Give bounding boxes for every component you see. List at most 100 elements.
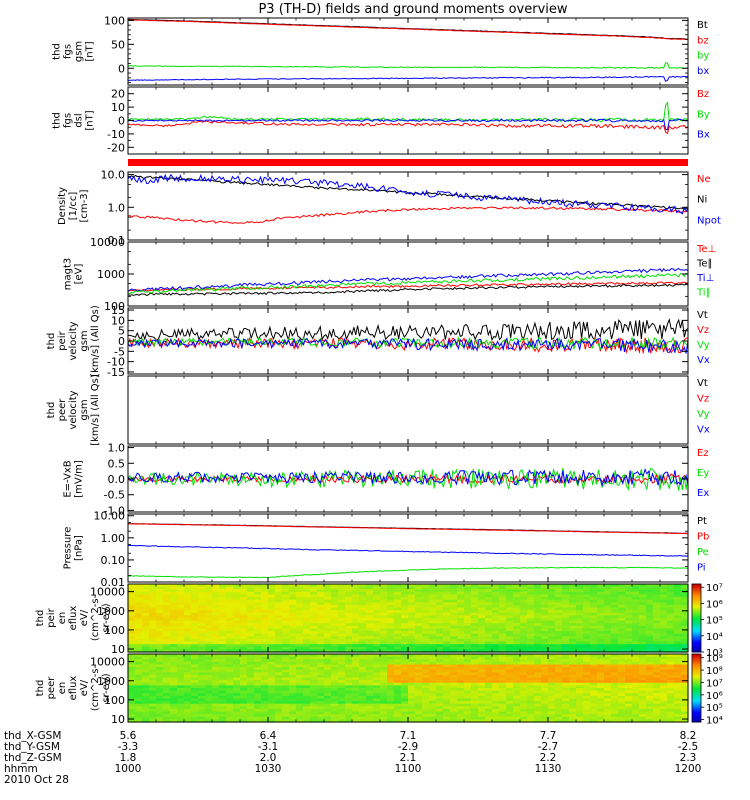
spectrogram-cell: [149, 693, 157, 697]
spectrogram-cell: [674, 677, 682, 681]
spectrogram-cell: [660, 661, 668, 666]
spectrogram-cell: [233, 682, 241, 686]
spectrogram-cell: [149, 659, 157, 663]
spectrogram-cell: [254, 636, 262, 640]
spectrogram-cell: [492, 594, 500, 598]
spectrogram-cell: [289, 584, 297, 588]
spectrogram-cell: [436, 688, 444, 692]
spectrogram-cell: [639, 602, 647, 606]
spectrogram-cell: [247, 677, 255, 681]
spectrogram-cell: [219, 711, 227, 715]
spectrogram-cell: [198, 703, 206, 707]
spectrogram-cell: [576, 716, 584, 720]
spectrogram-cell: [674, 620, 682, 624]
spectrogram-cell: [303, 586, 311, 590]
spectrogram-cell: [604, 706, 612, 710]
spectrogram-cell: [359, 698, 367, 702]
spectrogram-cell: [604, 638, 612, 643]
spectrogram-cell: [135, 714, 143, 718]
spectrogram-cell: [198, 701, 206, 705]
spectrogram-cell: [359, 641, 367, 645]
spectrogram-cell: [177, 610, 185, 614]
spectrogram-cell: [506, 672, 514, 676]
spectrogram-cell: [394, 667, 402, 671]
spectrogram-cell: [338, 646, 346, 650]
spectrogram-cell: [233, 661, 241, 666]
spectrogram-cell: [401, 589, 409, 593]
spectrogram-cell: [506, 638, 514, 643]
spectrogram-cell: [149, 599, 157, 603]
spectrogram-cell: [128, 669, 136, 673]
spectrogram-cell: [471, 719, 479, 723]
spectrogram-cell: [338, 644, 346, 648]
spectrogram-cell: [618, 631, 626, 635]
spectrogram-cell: [520, 693, 528, 697]
spectrogram-cell: [254, 594, 262, 598]
spectrogram-cell: [268, 649, 276, 653]
spectrogram-cell: [184, 669, 192, 673]
y-axis-label: Pressure: [63, 527, 74, 570]
spectrogram-cell: [506, 680, 514, 684]
colorbar-label: 10⁴: [706, 716, 723, 727]
spectrogram-cell: [632, 711, 640, 715]
spectrogram-cell: [639, 654, 647, 658]
spectrogram-cell: [128, 706, 136, 710]
spectrogram-cell: [317, 714, 325, 718]
spectrogram-cell: [492, 625, 500, 630]
spectrogram-cell: [583, 708, 591, 713]
spectrogram-cell: [359, 659, 367, 663]
spectrogram-cell: [457, 693, 465, 697]
spectrogram-cell: [604, 659, 612, 663]
spectrogram-cell: [135, 667, 143, 671]
spectrogram-cell: [520, 625, 528, 630]
y-axis-label: [1/cc]: [68, 192, 79, 221]
spectrogram-cell: [422, 708, 430, 713]
spectrogram-cell: [373, 667, 381, 671]
spectrogram-cell: [667, 615, 675, 619]
colorbar-segment: [692, 720, 701, 723]
spectrogram-cell: [450, 719, 458, 723]
spectrogram-cell: [394, 719, 402, 723]
spectrogram-cell: [513, 703, 521, 707]
spectrogram-cell: [632, 682, 640, 686]
spectrogram-cell: [268, 656, 276, 660]
spectrogram-cell: [233, 641, 241, 645]
spectrogram-cell: [177, 625, 185, 630]
spectrogram-cell: [436, 667, 444, 671]
spectrogram-cell: [149, 612, 157, 616]
spectrogram-cell: [660, 672, 668, 676]
spectrogram-cell: [310, 667, 318, 671]
spectrogram-cell: [583, 594, 591, 598]
spectrogram-cell: [366, 654, 374, 658]
y-axis-label: thd: [52, 112, 63, 129]
spectrogram-cell: [170, 599, 178, 603]
spectrogram-cell: [639, 594, 647, 598]
spectrogram-cell: [562, 618, 570, 622]
spectrogram-cell: [527, 607, 535, 611]
spectrogram-cell: [324, 690, 332, 694]
spectrogram-cell: [681, 610, 689, 614]
spectrogram-cell: [163, 625, 171, 630]
spectrogram-cell: [625, 633, 633, 637]
spectrogram-cell: [646, 599, 654, 603]
spectrogram-cell: [149, 680, 157, 684]
spectrogram-cell: [674, 597, 682, 601]
spectrogram-cell: [296, 669, 304, 673]
spectrogram-cell: [576, 714, 584, 718]
spectrogram-cell: [422, 674, 430, 679]
spectrogram-cell: [583, 659, 591, 663]
spectrogram-cell: [247, 714, 255, 718]
spectrogram-cell: [485, 631, 493, 635]
spectrogram-cell: [261, 661, 269, 666]
spectrogram-cell: [492, 628, 500, 632]
spectrogram-cell: [240, 682, 248, 686]
spectrogram-cell: [457, 638, 465, 643]
spectrogram-cell: [646, 584, 654, 588]
spectrogram-cell: [324, 698, 332, 702]
spectrogram-cell: [450, 612, 458, 616]
spectrogram-cell: [576, 690, 584, 694]
spectrogram-cell: [660, 625, 668, 630]
spectrogram-cell: [275, 672, 283, 676]
